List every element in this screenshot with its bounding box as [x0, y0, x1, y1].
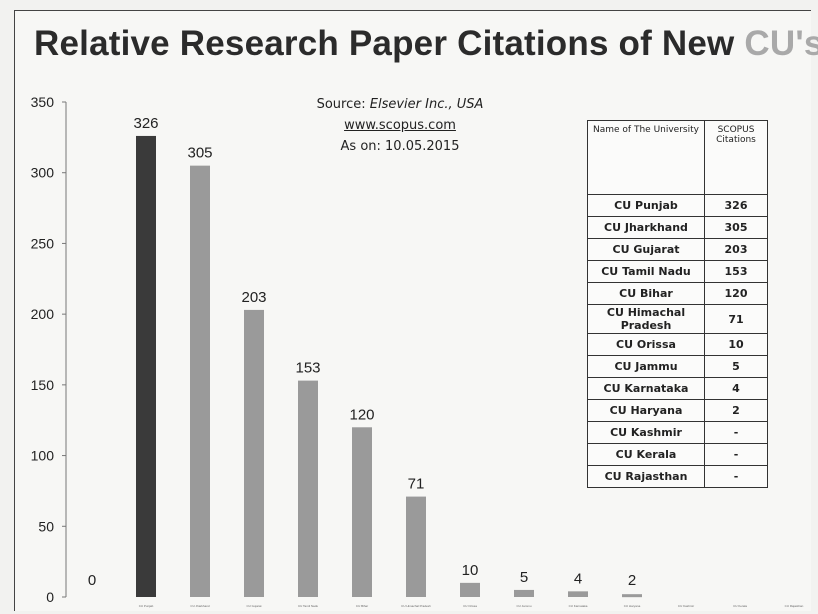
x-tick-label: CU Rajasthan: [785, 604, 804, 608]
source-prefix: Source:: [316, 97, 370, 112]
table-cell-university: CU Karnataka: [587, 377, 705, 400]
bar: [622, 594, 642, 598]
bar-value-label: 153: [295, 360, 320, 377]
bar-value-label: 2: [628, 572, 636, 589]
table-header-row: Name of The University SCOPUS Citations: [587, 120, 768, 195]
bar: [352, 427, 372, 597]
x-tick-label: CU Tamil Nadu: [298, 604, 318, 608]
y-tick-label: 200: [31, 306, 55, 322]
bar: [190, 165, 210, 597]
table-row: CU Rajasthan -: [587, 465, 768, 488]
table-cell-citations: 153: [704, 260, 768, 283]
bar: [406, 496, 426, 597]
bar-value-label: 305: [187, 145, 212, 162]
bar: [136, 135, 156, 597]
table-header-name: Name of The University: [587, 120, 705, 195]
x-tick-label: CU Himachal Pradesh: [401, 604, 431, 608]
table-row: CU Kerala -: [587, 443, 768, 466]
table-row: CU Tamil Nadu 153: [587, 260, 768, 283]
table-cell-university: CU Bihar: [587, 282, 705, 305]
table-cell-university: CU Himachal Pradesh: [587, 304, 705, 334]
chart-title-accent: CU's: [744, 24, 818, 63]
table-row: CU Haryana 2: [587, 399, 768, 422]
table-header-citations: SCOPUS Citations: [704, 120, 768, 195]
table-cell-citations: 2: [704, 399, 768, 422]
table-cell-university: CU Punjab: [587, 194, 705, 217]
table-cell-citations: -: [704, 421, 768, 444]
x-tick-label: CU Haryana: [624, 604, 641, 608]
source-date: As on: 10.05.2015: [340, 139, 460, 154]
y-tick-label: 300: [31, 165, 55, 181]
table-row: CU Jammu 5: [587, 355, 768, 378]
table-cell-university: CU Haryana: [587, 399, 705, 422]
table-cell-university: CU Orissa: [587, 333, 705, 356]
bar-value-label: 10: [462, 562, 479, 579]
x-tick-label: CU Gujarat: [246, 604, 261, 608]
y-tick-label: 0: [46, 589, 54, 605]
table-cell-citations: 5: [704, 355, 768, 378]
x-tick-label: CU Bihar: [356, 604, 368, 608]
bar: [298, 380, 318, 597]
bar: [514, 589, 534, 597]
table-row: CU Gujarat 203: [587, 238, 768, 261]
table-row: CU Bihar 120: [587, 282, 768, 305]
x-tick-label: CU Karnataka: [569, 604, 588, 608]
x-tick-label: CU Kashmir: [678, 604, 694, 608]
bar-value-label: 120: [349, 406, 374, 423]
table-cell-citations: 71: [704, 304, 768, 334]
y-tick-label: 250: [31, 235, 55, 251]
table-row: CU Karnataka 4: [587, 377, 768, 400]
table-cell-university: CU Kashmir: [587, 421, 705, 444]
y-tick-label: 150: [31, 377, 55, 393]
bar: [568, 591, 588, 597]
source-line: Source: Elsevier Inc., USA: [270, 97, 530, 112]
x-tick-label: CU Punjab: [139, 604, 154, 608]
source-publisher: Elsevier Inc., USA: [369, 97, 484, 112]
x-tick-label: CU Kerala: [733, 604, 747, 608]
citations-table: Name of The University SCOPUS Citations …: [587, 120, 768, 488]
y-tick-label: 100: [31, 448, 55, 464]
source-url: www.scopus.com: [344, 118, 456, 133]
table-cell-citations: 10: [704, 333, 768, 356]
bar-value-label: 5: [520, 569, 528, 586]
table-row: CU Himachal Pradesh 71: [587, 304, 768, 334]
x-tick-label: CU Jammu: [516, 604, 531, 608]
chart-title: Relative Research Paper Citations of New…: [34, 24, 818, 64]
table-cell-university: CU Jharkhand: [587, 216, 705, 239]
table-row: CU Jharkhand 305: [587, 216, 768, 239]
table-cell-citations: -: [704, 465, 768, 488]
bar: [244, 309, 264, 597]
bar-value-label: 71: [408, 476, 425, 493]
table-cell-citations: 326: [704, 194, 768, 217]
table-cell-citations: -: [704, 443, 768, 466]
x-tick-label: CU Orissa: [463, 604, 477, 608]
table-row: CU Punjab 326: [587, 194, 768, 217]
bar-value-label: 326: [133, 115, 158, 132]
bar-value-label: 203: [241, 289, 266, 306]
bar: [460, 582, 480, 597]
table-cell-citations: 203: [704, 238, 768, 261]
y-tick-label: 350: [31, 94, 55, 110]
table-cell-citations: 120: [704, 282, 768, 305]
bar-value-label: 4: [574, 570, 582, 587]
table-cell-citations: 4: [704, 377, 768, 400]
table-row: CU Orissa 10: [587, 333, 768, 356]
table-cell-university: CU Jammu: [587, 355, 705, 378]
table-cell-university: CU Gujarat: [587, 238, 705, 261]
x-tick-label: CU Jharkhand: [190, 604, 210, 608]
y-tick-label: 50: [38, 518, 54, 534]
bar-value-label: 0: [88, 572, 96, 589]
table-cell-citations: 305: [704, 216, 768, 239]
table-row: CU Kashmir -: [587, 421, 768, 444]
table-cell-university: CU Tamil Nadu: [587, 260, 705, 283]
table-cell-university: CU Kerala: [587, 443, 705, 466]
table-cell-university: CU Rajasthan: [587, 465, 705, 488]
chart-title-main: Relative Research Paper Citations of New: [34, 24, 735, 63]
